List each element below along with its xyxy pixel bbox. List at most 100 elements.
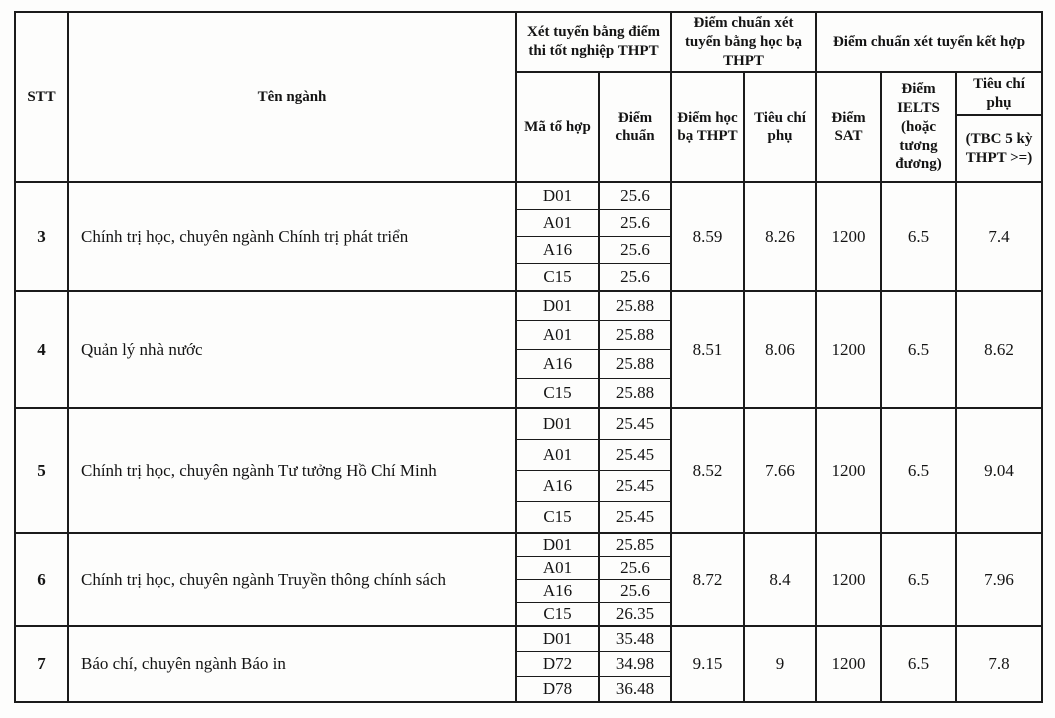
combo-score-cell: 25.45: [598, 501, 672, 534]
hocba-score-cell: 8.52: [670, 407, 745, 535]
sat-score-cell: 1200: [815, 625, 882, 704]
combo-score-cell: 36.48: [598, 676, 672, 704]
table-subrow: A16 25.6: [15, 236, 1042, 265]
header-diem-chuan: Điểm chuẩn: [598, 71, 672, 184]
combo-code-cell: D01: [515, 181, 600, 211]
combo-code-cell: D72: [515, 651, 600, 678]
combo-code-cell: D01: [515, 625, 600, 653]
hocba-score-cell: 8.51: [670, 290, 745, 410]
combo-score-cell: 25.85: [598, 532, 672, 558]
major-name-cell: Chính trị học, chuyên ngành Tư tưởng Hồ …: [67, 407, 517, 535]
sat-score-cell: 1200: [815, 290, 882, 410]
ielts-score-cell: 6.5: [880, 625, 957, 704]
hocba-score-cell: 8.72: [670, 532, 745, 628]
tbc-score-cell: 9.04: [954, 407, 1044, 535]
tieuchi-score-cell: 7.66: [743, 407, 817, 535]
major-name-cell: Quản lý nhà nước: [67, 290, 517, 410]
table-subrow: C15 25.45: [15, 501, 1042, 534]
combo-code-cell: A16: [515, 470, 600, 503]
table-row: 3 Chính trị học, chuyên ngành Chính trị …: [14, 181, 1044, 293]
ielts-score-cell: 6.5: [880, 290, 957, 410]
sat-score-cell: 1200: [815, 407, 882, 535]
header-tbc: (TBC 5 kỳ THPT >=): [954, 114, 1044, 184]
header-ten-nganh: Tên ngành: [67, 10, 517, 184]
tieuchi-score-cell: 9: [743, 625, 817, 704]
table-row: 4 Quản lý nhà nước D01 25.88 8.51 8.06 1…: [14, 290, 1044, 410]
tieuchi-score-cell: 8.26: [743, 181, 817, 293]
header-ma-to-hop: Mã tổ hợp: [515, 71, 600, 184]
table-subrow: C15 26.35: [15, 602, 1042, 627]
header-tieu-chi-phu: Tiêu chí phụ: [743, 71, 817, 184]
ielts-score-cell: 6.5: [880, 181, 957, 293]
tbc-score-cell: 7.8: [954, 625, 1044, 704]
ielts-score-cell: 6.5: [880, 532, 957, 628]
table-subrow: A16 25.45: [15, 470, 1042, 503]
combo-score-cell: 25.6: [598, 236, 672, 265]
combo-code-cell: A01: [515, 320, 600, 351]
hocba-score-cell: 9.15: [670, 625, 745, 704]
combo-score-cell: 25.6: [598, 556, 672, 581]
table-row: 7 Báo chí, chuyên ngành Báo in D01 35.48…: [14, 625, 1044, 704]
combo-score-cell: 25.6: [598, 263, 672, 292]
stt-cell: 7: [14, 625, 69, 704]
table-subrow: A01 25.45: [15, 439, 1042, 472]
combo-score-cell: 25.88: [598, 320, 672, 351]
major-name-cell: Báo chí, chuyên ngành Báo in: [67, 625, 517, 704]
tbc-score-cell: 8.62: [954, 290, 1044, 410]
admission-scores-table: STT Tên ngành Xét tuyển bằng điểm thi tố…: [14, 10, 1044, 704]
combo-score-cell: 25.6: [598, 579, 672, 604]
combo-score-cell: 26.35: [598, 602, 672, 627]
header-diem-hoc-ba: Điểm học bạ THPT: [670, 71, 745, 184]
header-diem-ielts: Điểm IELTS (hoặc tương đương): [880, 71, 957, 184]
combo-code-cell: A01: [515, 439, 600, 472]
combo-score-cell: 25.45: [598, 439, 672, 472]
header-group-hoc-ba: Điểm chuẩn xét tuyển bằng học bạ THPT: [670, 10, 817, 74]
combo-code-cell: A01: [515, 209, 600, 238]
combo-code-cell: D01: [515, 532, 600, 558]
combo-score-cell: 25.88: [598, 290, 672, 322]
tieuchi-score-cell: 8.4: [743, 532, 817, 628]
major-name-cell: Chính trị học, chuyên ngành Chính trị ph…: [67, 181, 517, 293]
table-subrow: A16 25.6: [15, 579, 1042, 604]
stt-cell: 3: [14, 181, 69, 293]
stt-cell: 4: [14, 290, 69, 410]
combo-code-cell: D01: [515, 290, 600, 322]
header-diem-sat: Điểm SAT: [815, 71, 882, 184]
table-subrow: A16 25.88: [15, 349, 1042, 380]
major-name-cell: Chính trị học, chuyên ngành Truyền thông…: [67, 532, 517, 628]
table-subrow: D72 34.98: [15, 651, 1042, 678]
combo-score-cell: 25.6: [598, 209, 672, 238]
header-stt: STT: [14, 10, 69, 184]
header-tieu-chi-phu-ket-hop: Tiêu chí phụ: [954, 71, 1044, 117]
combo-code-cell: A01: [515, 556, 600, 581]
header-group-ket-hop: Điểm chuẩn xét tuyển kết hợp: [814, 10, 1044, 74]
tbc-score-cell: 7.96: [954, 532, 1044, 628]
combo-code-cell: C15: [515, 501, 600, 534]
tbc-score-cell: 7.4: [954, 181, 1044, 293]
combo-score-cell: 34.98: [598, 651, 672, 678]
ielts-score-cell: 6.5: [880, 407, 957, 535]
tieuchi-score-cell: 8.06: [743, 290, 817, 410]
combo-code-cell: C15: [515, 263, 600, 292]
table-subrow: C15 25.88: [15, 378, 1042, 409]
combo-code-cell: A16: [515, 349, 600, 380]
combo-code-cell: A16: [515, 236, 600, 265]
hocba-score-cell: 8.59: [670, 181, 745, 293]
combo-code-cell: D78: [515, 676, 600, 704]
combo-score-cell: 25.45: [598, 470, 672, 503]
table-row: 6 Chính trị học, chuyên ngành Truyền thô…: [14, 532, 1044, 628]
combo-score-cell: 25.6: [598, 181, 672, 211]
sat-score-cell: 1200: [815, 181, 882, 293]
combo-score-cell: 35.48: [598, 625, 672, 653]
table-subrow: A01 25.6: [15, 209, 1042, 238]
combo-code-cell: C15: [515, 378, 600, 409]
table-subrow: A01 25.88: [15, 320, 1042, 351]
combo-code-cell: D01: [515, 407, 600, 441]
table-row: 5 Chính trị học, chuyên ngành Tư tưởng H…: [14, 407, 1044, 535]
stt-cell: 6: [14, 532, 69, 628]
sat-score-cell: 1200: [815, 532, 882, 628]
table-subrow: D78 36.48: [15, 676, 1042, 704]
stt-cell: 5: [14, 407, 69, 535]
combo-code-cell: C15: [515, 602, 600, 627]
